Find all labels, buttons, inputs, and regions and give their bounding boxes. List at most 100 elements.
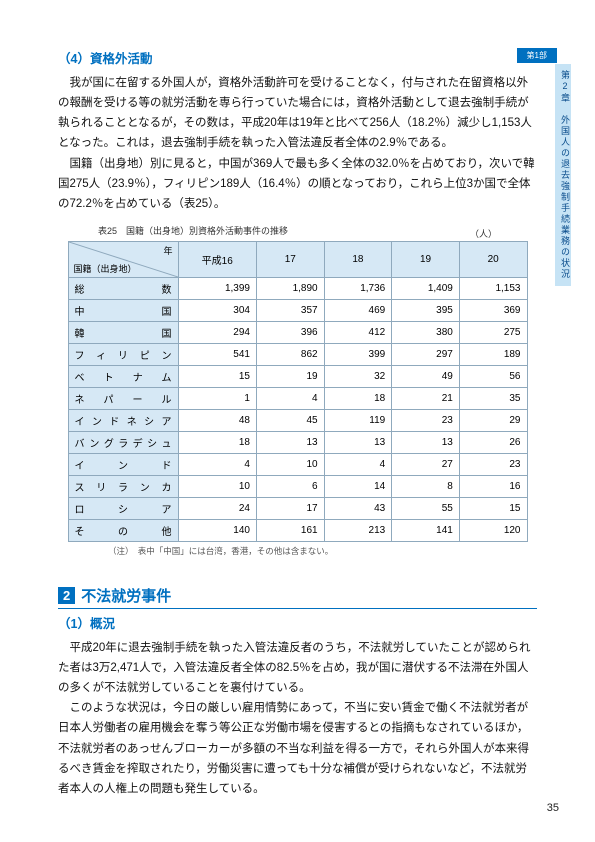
table-cell: 15 bbox=[178, 365, 256, 387]
table-cell: 1,409 bbox=[392, 277, 460, 299]
table-cell: 1,736 bbox=[324, 277, 392, 299]
table-cell: 10 bbox=[178, 475, 256, 497]
col-19: 19 bbox=[392, 241, 460, 277]
table-cell: 161 bbox=[256, 519, 324, 541]
table-cell: 1,399 bbox=[178, 277, 256, 299]
table-cell: 15 bbox=[459, 497, 527, 519]
section-2-title: 不法就労事件 bbox=[81, 585, 171, 606]
table-cell: 213 bbox=[324, 519, 392, 541]
table-row: その他140161213141120 bbox=[68, 519, 527, 541]
section-4-title: （4）資格外活動 bbox=[58, 48, 537, 67]
table-cell: 26 bbox=[459, 431, 527, 453]
table-cell: 17 bbox=[256, 497, 324, 519]
table-cell: 21 bbox=[392, 387, 460, 409]
chapter-side-tab: 第2章 外国人の退去強制手続業務の状況 bbox=[555, 64, 571, 286]
table-diag-header: 年 国籍（出身地） bbox=[68, 241, 178, 277]
section-2-para-1: 平成20年に退去強制手続を執った入管法違反者のうち，不法就労していたことが認めら… bbox=[58, 638, 537, 698]
table-cell: 541 bbox=[178, 343, 256, 365]
table-cell: 119 bbox=[324, 409, 392, 431]
row-label: ロシア bbox=[68, 497, 178, 519]
section-4-para-2: 国籍（出身地）別に見ると，中国が369人で最も多く全体の32.0％を占めており，… bbox=[58, 154, 537, 214]
table-cell: 304 bbox=[178, 299, 256, 321]
row-label: 韓国 bbox=[68, 321, 178, 343]
part-tab: 第1部 bbox=[517, 48, 557, 63]
table-row: ネパール14182135 bbox=[68, 387, 527, 409]
table-cell: 43 bbox=[324, 497, 392, 519]
table-cell: 45 bbox=[256, 409, 324, 431]
table-cell: 412 bbox=[324, 321, 392, 343]
row-label: 総数 bbox=[68, 277, 178, 299]
table-cell: 23 bbox=[392, 409, 460, 431]
table-cell: 395 bbox=[392, 299, 460, 321]
table-row: スリランカ10614816 bbox=[68, 475, 527, 497]
table-cell: 29 bbox=[459, 409, 527, 431]
table-cell: 396 bbox=[256, 321, 324, 343]
table-cell: 16 bbox=[459, 475, 527, 497]
section-2-heading: 2 不法就労事件 bbox=[58, 585, 537, 609]
row-label: フィリピン bbox=[68, 343, 178, 365]
table-cell: 23 bbox=[459, 453, 527, 475]
nationality-table: 年 国籍（出身地） 平成16 17 18 19 20 総数1,3991,8901… bbox=[68, 241, 528, 542]
table-row: インドネシア48451192329 bbox=[68, 409, 527, 431]
table-cell: 862 bbox=[256, 343, 324, 365]
table-cell: 469 bbox=[324, 299, 392, 321]
table-row: 韓国294396412380275 bbox=[68, 321, 527, 343]
table-cell: 4 bbox=[324, 453, 392, 475]
table-cell: 55 bbox=[392, 497, 460, 519]
table-cell: 369 bbox=[459, 299, 527, 321]
table-cell: 32 bbox=[324, 365, 392, 387]
table-cell: 18 bbox=[324, 387, 392, 409]
table-cell: 49 bbox=[392, 365, 460, 387]
row-label: 中国 bbox=[68, 299, 178, 321]
table-row: ベトナム1519324956 bbox=[68, 365, 527, 387]
table-cell: 13 bbox=[324, 431, 392, 453]
table-cell: 35 bbox=[459, 387, 527, 409]
col-17: 17 bbox=[256, 241, 324, 277]
table-cell: 275 bbox=[459, 321, 527, 343]
col-18: 18 bbox=[324, 241, 392, 277]
table-cell: 10 bbox=[256, 453, 324, 475]
table-cell: 189 bbox=[459, 343, 527, 365]
col-h16: 平成16 bbox=[178, 241, 256, 277]
table-row: ロシア2417435515 bbox=[68, 497, 527, 519]
table-row: フィリピン541862399297189 bbox=[68, 343, 527, 365]
table-cell: 6 bbox=[256, 475, 324, 497]
table-cell: 13 bbox=[392, 431, 460, 453]
row-label: スリランカ bbox=[68, 475, 178, 497]
table-cell: 4 bbox=[256, 387, 324, 409]
table-cell: 297 bbox=[392, 343, 460, 365]
table-cell: 399 bbox=[324, 343, 392, 365]
diag-header-nat: 国籍（出身地） bbox=[74, 262, 137, 275]
section-2-para-2: このような状況は，今日の厳しい雇用情勢にあって，不当に安い賃金で働く不法就労者が… bbox=[58, 698, 537, 799]
table-cell: 18 bbox=[178, 431, 256, 453]
table-cell: 8 bbox=[392, 475, 460, 497]
table-row: 総数1,3991,8901,7361,4091,153 bbox=[68, 277, 527, 299]
table-cell: 13 bbox=[256, 431, 324, 453]
row-label: インドネシア bbox=[68, 409, 178, 431]
row-label: バングラデシュ bbox=[68, 431, 178, 453]
table-row: 中国304357469395369 bbox=[68, 299, 527, 321]
table-row: バングラデシュ1813131326 bbox=[68, 431, 527, 453]
row-label: その他 bbox=[68, 519, 178, 541]
table-note: （注） 表中「中国」には台湾，香港，その他は含まない。 bbox=[108, 545, 537, 557]
table-row: インド41042723 bbox=[68, 453, 527, 475]
table-cell: 1,153 bbox=[459, 277, 527, 299]
table-cell: 141 bbox=[392, 519, 460, 541]
table-cell: 56 bbox=[459, 365, 527, 387]
table-cell: 1 bbox=[178, 387, 256, 409]
row-label: インド bbox=[68, 453, 178, 475]
table-cell: 48 bbox=[178, 409, 256, 431]
row-label: ベトナム bbox=[68, 365, 178, 387]
section-4-para-1: 我が国に在留する外国人が，資格外活動許可を受けることなく，付与された在留資格以外… bbox=[58, 73, 537, 154]
table-cell: 357 bbox=[256, 299, 324, 321]
table-cell: 140 bbox=[178, 519, 256, 541]
table-cell: 14 bbox=[324, 475, 392, 497]
page-number: 35 bbox=[547, 802, 559, 814]
section-2-num: 2 bbox=[58, 587, 75, 604]
table-cell: 19 bbox=[256, 365, 324, 387]
table-cell: 27 bbox=[392, 453, 460, 475]
table-cell: 380 bbox=[392, 321, 460, 343]
table-cell: 24 bbox=[178, 497, 256, 519]
section-2-sub-title: （1）概況 bbox=[58, 613, 537, 632]
col-20: 20 bbox=[459, 241, 527, 277]
